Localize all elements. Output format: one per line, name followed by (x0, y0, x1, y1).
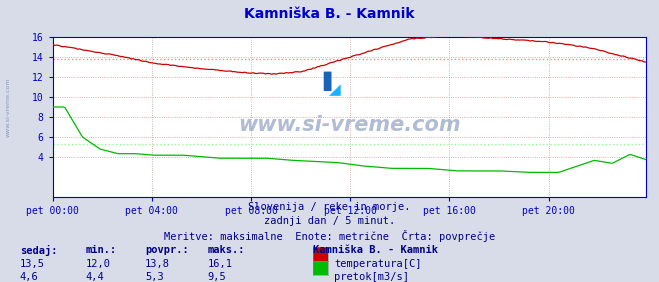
Text: 16,1: 16,1 (208, 259, 233, 269)
Text: ◢: ◢ (329, 82, 340, 97)
Text: www.si-vreme.com: www.si-vreme.com (238, 115, 461, 135)
Text: povpr.:: povpr.: (145, 245, 188, 255)
Text: sedaj:: sedaj: (20, 245, 57, 256)
Text: 13,8: 13,8 (145, 259, 170, 269)
Text: 4,4: 4,4 (86, 272, 104, 282)
Text: Meritve: maksimalne  Enote: metrične  Črta: povprečje: Meritve: maksimalne Enote: metrične Črta… (164, 230, 495, 242)
Text: 4,6: 4,6 (20, 272, 38, 282)
Text: pretok[m3/s]: pretok[m3/s] (334, 272, 409, 282)
Text: 12,0: 12,0 (86, 259, 111, 269)
Text: Slovenija / reke in morje.: Slovenija / reke in morje. (248, 202, 411, 212)
Text: www.si-vreme.com: www.si-vreme.com (5, 78, 11, 137)
Text: temperatura[C]: temperatura[C] (334, 259, 422, 269)
Text: 5,3: 5,3 (145, 272, 163, 282)
Text: min.:: min.: (86, 245, 117, 255)
Text: zadnji dan / 5 minut.: zadnji dan / 5 minut. (264, 216, 395, 226)
Text: maks.:: maks.: (208, 245, 245, 255)
Text: ▐: ▐ (315, 72, 330, 91)
Text: ▌: ▌ (323, 72, 338, 91)
Text: Kamniška B. - Kamnik: Kamniška B. - Kamnik (244, 7, 415, 21)
Text: Kamniška B. - Kamnik: Kamniška B. - Kamnik (313, 245, 438, 255)
Text: 9,5: 9,5 (208, 272, 226, 282)
Text: 13,5: 13,5 (20, 259, 45, 269)
